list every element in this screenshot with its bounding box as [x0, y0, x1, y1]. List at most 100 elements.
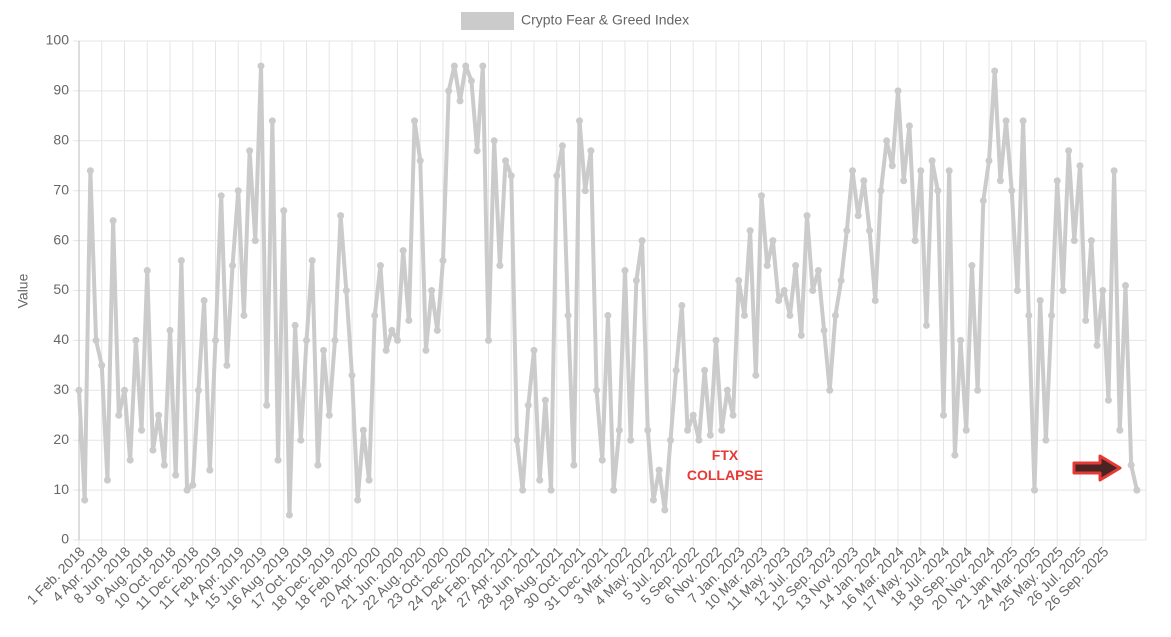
data-point [1059, 287, 1067, 294]
data-point [189, 481, 197, 489]
data-point [325, 411, 333, 419]
annotation-line: COLLAPSE [687, 467, 763, 483]
y-axis-title: Value [15, 273, 31, 308]
data-point [803, 212, 811, 220]
data-point [115, 411, 123, 419]
data-point [1127, 461, 1135, 469]
data-point [422, 346, 430, 354]
y-tick-label: 0 [61, 531, 69, 547]
data-point [371, 311, 379, 319]
data-point [479, 62, 487, 70]
data-point [780, 287, 788, 294]
data-point [860, 177, 868, 185]
data-point [1070, 237, 1078, 245]
data-point [951, 451, 959, 459]
data-point [1042, 436, 1050, 444]
data-point [92, 336, 100, 344]
data-point [456, 97, 464, 105]
y-tick-label: 100 [46, 32, 70, 48]
data-point [229, 262, 237, 270]
data-point [1019, 117, 1027, 125]
data-point [246, 147, 254, 155]
legend-label: Crypto Fear & Greed Index [521, 12, 689, 28]
data-point [1093, 341, 1101, 349]
data-point [524, 401, 532, 409]
data-point [194, 386, 202, 394]
data-point [564, 311, 572, 319]
data-point [894, 87, 902, 95]
data-point [905, 122, 913, 130]
data-point [900, 177, 908, 185]
data-point [1053, 177, 1061, 185]
data-point [712, 336, 720, 344]
data-point [706, 431, 714, 439]
data-point [103, 476, 111, 484]
data-point [667, 436, 674, 444]
data-point [285, 511, 293, 519]
data-point [718, 426, 726, 434]
data-point [342, 287, 350, 294]
data-point [763, 262, 771, 270]
data-point [86, 167, 94, 175]
data-point [376, 262, 384, 270]
data-point [1031, 486, 1038, 494]
data-point [877, 187, 885, 195]
data-point [428, 287, 436, 294]
data-point [507, 172, 515, 180]
data-point [684, 426, 692, 434]
data-point [399, 247, 407, 255]
data-point [149, 446, 157, 454]
data-point [473, 147, 481, 155]
data-point [593, 386, 601, 394]
y-tick-label: 20 [53, 431, 69, 447]
data-point [547, 486, 555, 494]
data-point [792, 262, 800, 270]
data-point [814, 267, 822, 275]
data-point [257, 62, 265, 70]
data-point [320, 346, 328, 354]
data-point [331, 336, 339, 344]
data-point [155, 411, 163, 419]
data-point [450, 62, 458, 70]
y-tick-label: 10 [53, 481, 69, 497]
data-point [519, 486, 527, 494]
data-point [411, 117, 419, 125]
data-point [177, 257, 185, 265]
data-point [769, 237, 777, 245]
data-point [621, 267, 629, 275]
annotation: FTX COLLAPSE [687, 447, 763, 483]
data-point [854, 212, 862, 220]
data-point [570, 461, 578, 469]
data-point [1036, 296, 1044, 304]
data-point [354, 496, 362, 504]
data-point [820, 326, 828, 334]
y-tick-label: 30 [53, 381, 69, 397]
data-point [445, 87, 453, 95]
data-point [883, 137, 891, 145]
data-point [1087, 237, 1095, 245]
data-point [416, 157, 424, 165]
plot [75, 62, 1141, 519]
data-point [268, 117, 276, 125]
data-point [729, 411, 737, 419]
data-point [183, 486, 191, 494]
data-point [291, 321, 299, 329]
data-point [627, 436, 635, 444]
data-point [365, 476, 373, 484]
data-point [786, 311, 794, 319]
data-point [610, 486, 618, 494]
data-point [138, 426, 146, 434]
data-point [917, 167, 925, 175]
data-point [308, 257, 316, 265]
data-point [831, 311, 839, 319]
data-point [1099, 287, 1107, 294]
data-point [502, 157, 510, 165]
data-point [940, 411, 947, 419]
data-point [1013, 287, 1021, 294]
data-point [485, 336, 492, 344]
data-point [297, 436, 305, 444]
data-point [132, 336, 140, 344]
data-point [206, 466, 214, 474]
data-point [672, 366, 680, 374]
